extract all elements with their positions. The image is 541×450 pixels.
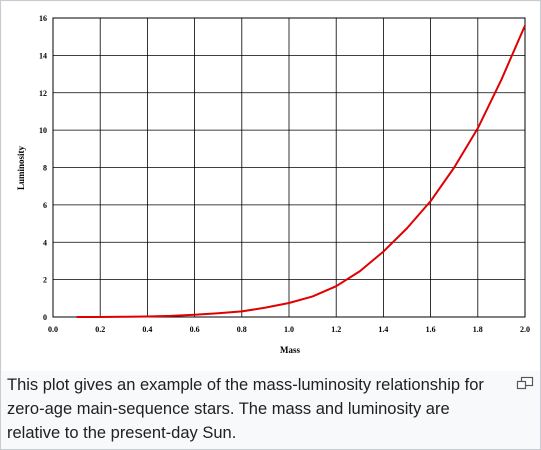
y-tick-label: 10 <box>39 126 47 135</box>
series-line <box>76 25 526 318</box>
x-tick-label: 1.0 <box>284 325 294 334</box>
y-tick-label: 0 <box>43 313 47 322</box>
y-tick-label: 4 <box>43 238 47 247</box>
plot-frame <box>52 17 526 318</box>
y-tick-label: 2 <box>43 276 47 285</box>
enlarge-icon[interactable] <box>516 376 534 390</box>
x-axis-label: Mass <box>280 345 300 355</box>
x-tick-label: 0.8 <box>237 325 247 334</box>
chart-area: 0.0 0.2 0.4 0.6 0.8 1.0 1.2 1.4 1.6 1.8 2.0 0 2 4 6 8 10… <box>2 2 540 371</box>
y-tick-label: 14 <box>39 51 47 60</box>
x-tick-label: 0.4 <box>142 325 152 334</box>
x-tick-label: 2.0 <box>520 325 530 334</box>
x-tick-label: 0.2 <box>95 325 105 334</box>
x-tick-label: 1.8 <box>473 325 483 334</box>
y-tick-label: 8 <box>43 164 47 173</box>
y-tick-label: 6 <box>43 201 47 210</box>
mass-luminosity-chart: 0.0 0.2 0.4 0.6 0.8 1.0 1.2 1.4 1.6 1.8 2.0 0 2 4 6 8 10… <box>16 14 530 355</box>
x-tick-label: 1.2 <box>331 325 341 334</box>
x-tick-label: 1.4 <box>378 325 388 334</box>
x-tick-label: 1.6 <box>426 325 436 334</box>
y-axis-label: Luminosity <box>16 145 26 190</box>
y-tick-label: 12 <box>39 89 47 98</box>
figure-caption: This plot gives an example of the mass-l… <box>7 376 484 442</box>
tick-labels: 0.0 0.2 0.4 0.6 0.8 1.0 1.2 1.4 1.6 1.8 2.0 0 2 4 6 8 10… <box>39 14 530 334</box>
series <box>76 25 526 318</box>
y-tick-label: 16 <box>39 14 47 23</box>
x-tick-label: 0.0 <box>48 325 58 334</box>
x-tick-label: 0.6 <box>190 325 200 334</box>
